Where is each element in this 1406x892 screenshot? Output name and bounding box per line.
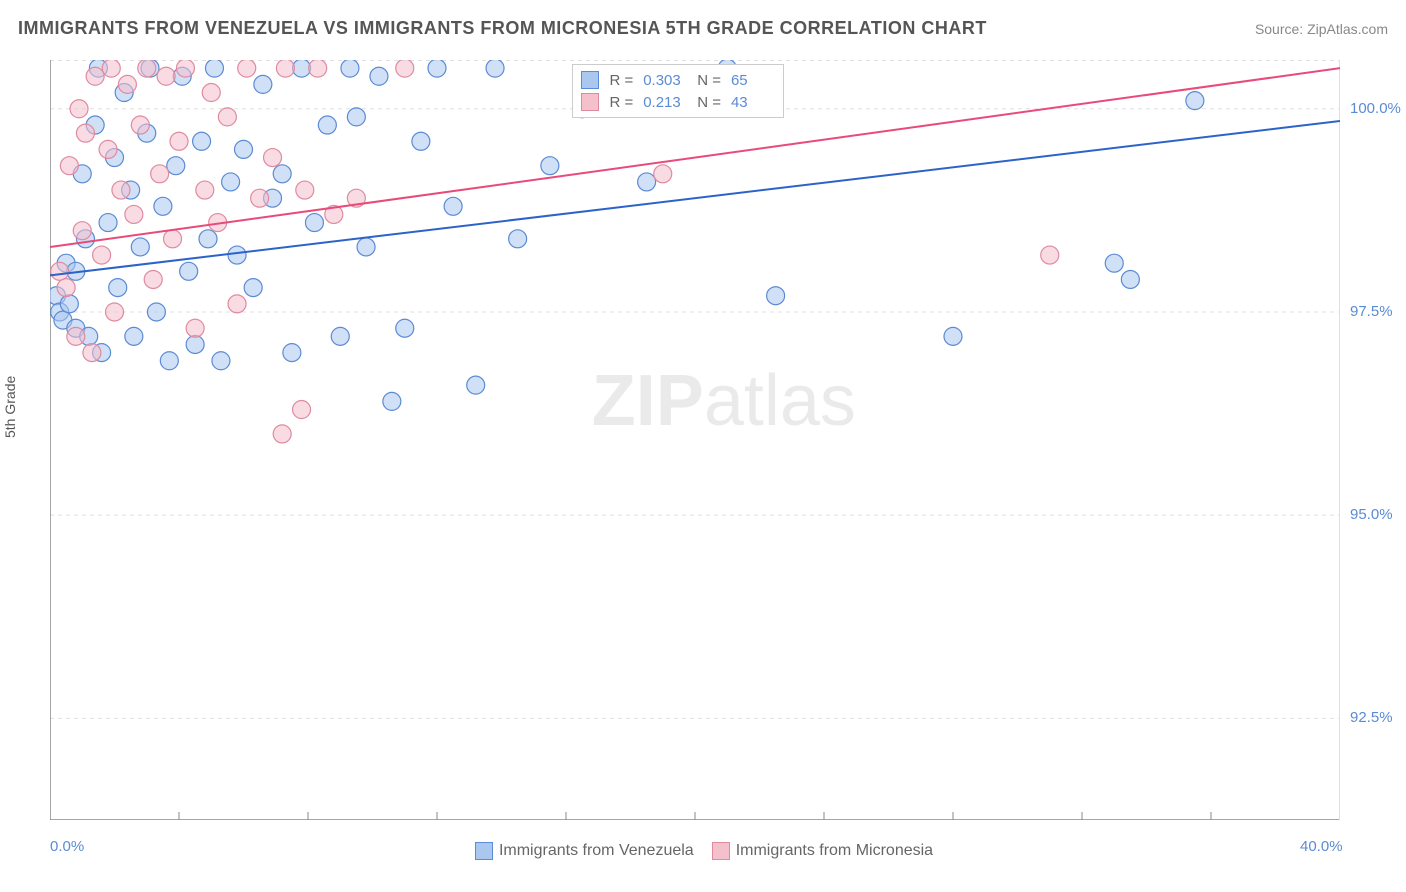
- legend-r-label: R =: [609, 94, 633, 111]
- legend-r-value: 0.303: [643, 72, 687, 89]
- legend-swatch: [581, 93, 599, 111]
- y-tick-label: 100.0%: [1350, 100, 1401, 117]
- chart-source: Source: ZipAtlas.com: [1255, 21, 1388, 37]
- x-tick-label: 0.0%: [50, 838, 84, 855]
- legend-swatch: [475, 842, 493, 860]
- chart-header: IMMIGRANTS FROM VENEZUELA VS IMMIGRANTS …: [18, 18, 1388, 39]
- stats-legend: R = 0.303 N = 65 R = 0.213 N = 43: [572, 64, 784, 118]
- chart-title: IMMIGRANTS FROM VENEZUELA VS IMMIGRANTS …: [18, 18, 987, 39]
- scatter-plot: ZIPatlas: [50, 60, 1340, 820]
- bottom-legend: Immigrants from Venezuela Immigrants from…: [50, 842, 1340, 860]
- x-tick-label: 40.0%: [1300, 838, 1343, 855]
- chart-area: ZIPatlas: [50, 60, 1340, 820]
- legend-series-label: Immigrants from Micronesia: [736, 842, 933, 859]
- legend-n-value: 65: [731, 72, 775, 89]
- legend-r-value: 0.213: [643, 94, 687, 111]
- legend-n-value: 43: [731, 94, 775, 111]
- legend-swatch: [581, 71, 599, 89]
- y-tick-label: 92.5%: [1350, 709, 1393, 726]
- legend-swatch: [712, 842, 730, 860]
- y-tick-label: 97.5%: [1350, 303, 1393, 320]
- svg-text:ZIPatlas: ZIPatlas: [592, 361, 856, 441]
- legend-n-label: N =: [697, 72, 721, 89]
- legend-series-label: Immigrants from Venezuela: [499, 842, 694, 859]
- legend-r-label: R =: [609, 72, 633, 89]
- legend-n-label: N =: [697, 94, 721, 111]
- y-axis-title: 5th Grade: [2, 376, 18, 438]
- y-tick-label: 95.0%: [1350, 506, 1393, 523]
